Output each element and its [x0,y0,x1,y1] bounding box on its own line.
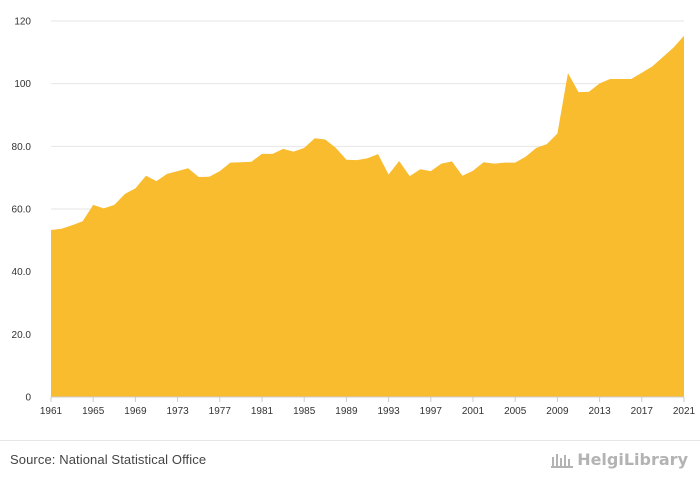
x-tick-label: 2009 [546,406,569,417]
x-axis-tick-labels: 1961 1965 1969 1973 1977 1981 1985 1989 1993 1997… [40,397,696,417]
y-axis-tick-labels: 0 20.0 40.0 60.0 80.0 100 120 [12,17,32,404]
chart-footer: Source: National Statistical Office Helg… [0,440,700,484]
y-tick-label: 40.0 [12,267,32,278]
library-logo-icon [551,453,574,468]
x-tick-label: 1965 [82,406,105,417]
x-tick-label: 1961 [40,406,63,417]
y-tick-label: 80.0 [12,142,32,153]
y-tick-label: 100 [14,79,31,90]
x-tick-label: 1969 [124,406,147,417]
y-tick-label: 20.0 [12,330,32,341]
y-tick-label: 0 [25,393,31,404]
x-tick-label: 1985 [293,406,316,417]
x-tick-label: 2005 [504,406,527,417]
source-note: Source: National Statistical Office [10,452,207,467]
x-tick-label: 1997 [420,406,443,417]
x-tick-label: 2001 [462,406,485,417]
x-tick-label: 2013 [588,406,611,417]
x-tick-label: 2021 [673,406,696,417]
series-area [51,35,684,397]
x-tick-label: 1977 [209,406,232,417]
x-tick-label: 1989 [335,406,358,417]
logo-text: HelgiLibrary [577,450,688,469]
x-tick-label: 1973 [166,406,189,417]
helgi-library-logo[interactable]: HelgiLibrary [550,450,688,469]
area-chart: 0 20.0 40.0 60.0 80.0 100 120 1961 1965 1969 1973… [12,17,696,418]
y-tick-label: 60.0 [12,205,32,216]
x-tick-label: 1981 [251,406,274,417]
x-tick-label: 2017 [631,406,654,417]
y-tick-label: 120 [14,17,31,28]
x-tick-label: 1993 [377,406,400,417]
